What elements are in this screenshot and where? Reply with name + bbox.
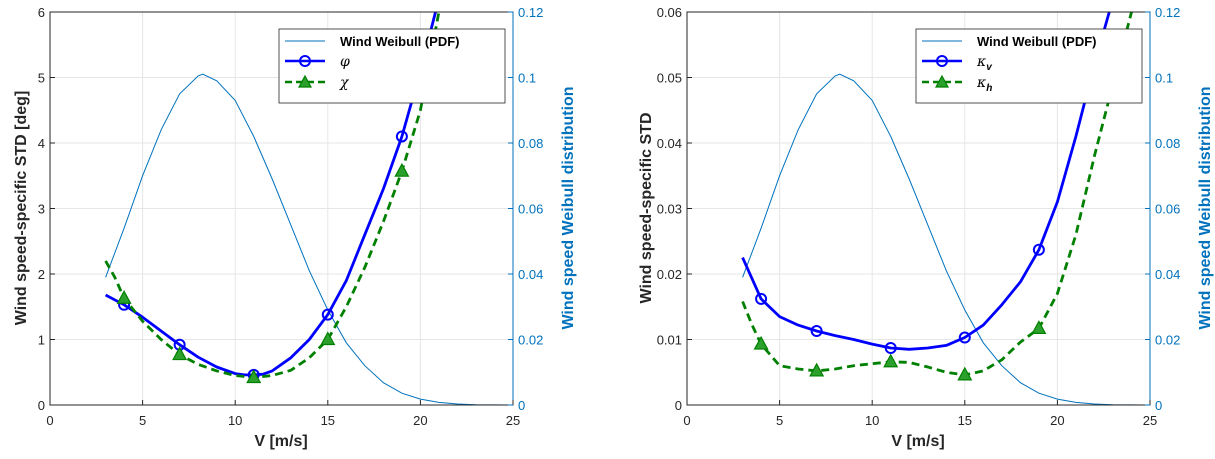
legend: Wind Weibull (PDF) κv κh [915,28,1143,104]
legend-series-2-label: χ [339,75,350,91]
y-axis-label: Wind speed-specific STD [638,113,655,304]
legend-weibull-label: Wind Weibull (PDF) [340,34,460,49]
series-2-marker [320,331,336,346]
series-2-marker [246,369,262,384]
series-layer [104,12,441,384]
series-2-marker [1031,320,1047,334]
y-tick-label: 0 [675,398,682,413]
series-1-marker [321,308,334,321]
y-right-tick-label: 0.1 [518,71,536,86]
y-right-tick-label: 0 [1155,398,1162,413]
legend: Wind Weibull (PDF) φ χ [278,28,506,104]
y-right-tick-label: 0.1 [1155,71,1173,86]
series-2-line [104,12,441,379]
y-tick-label: 0.03 [657,202,682,217]
y-right-tick-label: 0.02 [518,333,543,348]
x-tick-label: 5 [139,413,146,428]
x-tick-label: 10 [228,413,242,428]
x-tick-label: 15 [958,413,972,428]
series-1-marker [1032,243,1045,256]
legend-series-1-subscript: v [986,62,993,73]
y-right-tick-label: 0.02 [1155,333,1180,348]
y-right-tick-label: 0.12 [1155,5,1180,20]
legend-series-1-label: φ [340,54,350,70]
x-tick-label: 20 [1050,413,1064,428]
y-axis-right-label: Wind speed Weibull distribution [1197,86,1214,329]
series-1-line [741,12,1111,351]
y-tick-label: 0 [38,398,45,413]
y-tick-label: 1 [38,333,45,348]
series-1-marker [958,331,971,344]
weibull-layer [105,73,514,406]
series-2-marker [957,366,973,381]
x-tick-label: 0 [46,413,53,428]
series-1-marker [884,342,897,355]
x-axis-label: V [m/s] [891,433,944,450]
legend-series-1-label: κv [976,54,993,73]
y-tick-label: 3 [38,202,45,217]
y-tick-label: 6 [38,5,45,20]
series-2-marker [883,353,899,368]
legend-series-1-marker [936,55,948,67]
y-right-tick-label: 0.04 [1155,267,1180,282]
y-tick-label: 2 [38,267,45,282]
weibull-pdf-line [742,73,1151,406]
y-axis-label: Wind speed-specific STD [deg] [13,91,30,326]
series-1-marker [395,130,408,143]
y-tick-label: 4 [38,136,45,151]
series-2-marker [172,346,188,361]
tick-layer: 0 5 10 15 20 25012345600.020.040.060.080.10.1… [38,5,544,428]
y-tick-label: 0.01 [657,333,682,348]
series-1-marker [810,324,823,337]
series-2-line [741,12,1133,377]
y-axis-right-label: Wind speed Weibull distribution [560,86,577,329]
y-right-tick-label: 0.08 [1155,136,1180,151]
legend-series-2-name: κ [976,75,986,91]
series-2-marker [116,289,132,304]
y-right-tick-label: 0.04 [518,267,543,282]
y-tick-label: 0.05 [657,71,682,86]
legend-series-2-subscript: h [986,83,992,94]
legend-series-2-marker [297,74,313,88]
series-2-marker [753,335,769,350]
series-1-marker [755,292,768,305]
y-right-tick-label: 0.06 [1155,202,1180,217]
x-tick-label: 10 [865,413,879,428]
series-1-line [104,12,437,377]
y-right-tick-label: 0.06 [518,202,543,217]
x-tick-label: 20 [413,413,427,428]
y-tick-label: 5 [38,71,45,86]
x-tick-label: 25 [506,413,520,428]
series-layer [741,12,1133,381]
left-chart: 0 5 10 15 20 25012345600.020.040.060.080.10.1… [13,5,577,450]
tick-layer: 0 5 10 15 20 2500.010.020.030.040.050.0600.02… [657,5,1181,428]
y-right-tick-label: 0.08 [518,136,543,151]
x-tick-label: 15 [321,413,335,428]
y-tick-label: 0.04 [657,136,682,151]
y-tick-label: 0.06 [657,5,682,20]
y-right-tick-label: 0 [518,398,525,413]
weibull-pdf-line [105,73,514,406]
x-tick-label: 25 [1143,413,1157,428]
legend-series-2-label: κh [976,75,992,94]
legend-series-2-marker [934,74,950,88]
x-tick-label: 0 [683,413,690,428]
x-axis-label: V [m/s] [254,433,307,450]
right-chart: 0 5 10 15 20 2500.010.020.030.040.050.0600.02… [638,5,1214,450]
legend-series-1-name: κ [976,54,986,70]
series-2-marker [394,162,410,177]
weibull-layer [742,73,1151,406]
legend-weibull-label: Wind Weibull (PDF) [977,34,1097,49]
y-right-tick-label: 0.12 [518,5,543,20]
legend-series-1-marker [299,55,311,67]
x-tick-label: 5 [776,413,783,428]
series-2-marker [809,362,825,377]
y-tick-label: 0.02 [657,267,682,282]
